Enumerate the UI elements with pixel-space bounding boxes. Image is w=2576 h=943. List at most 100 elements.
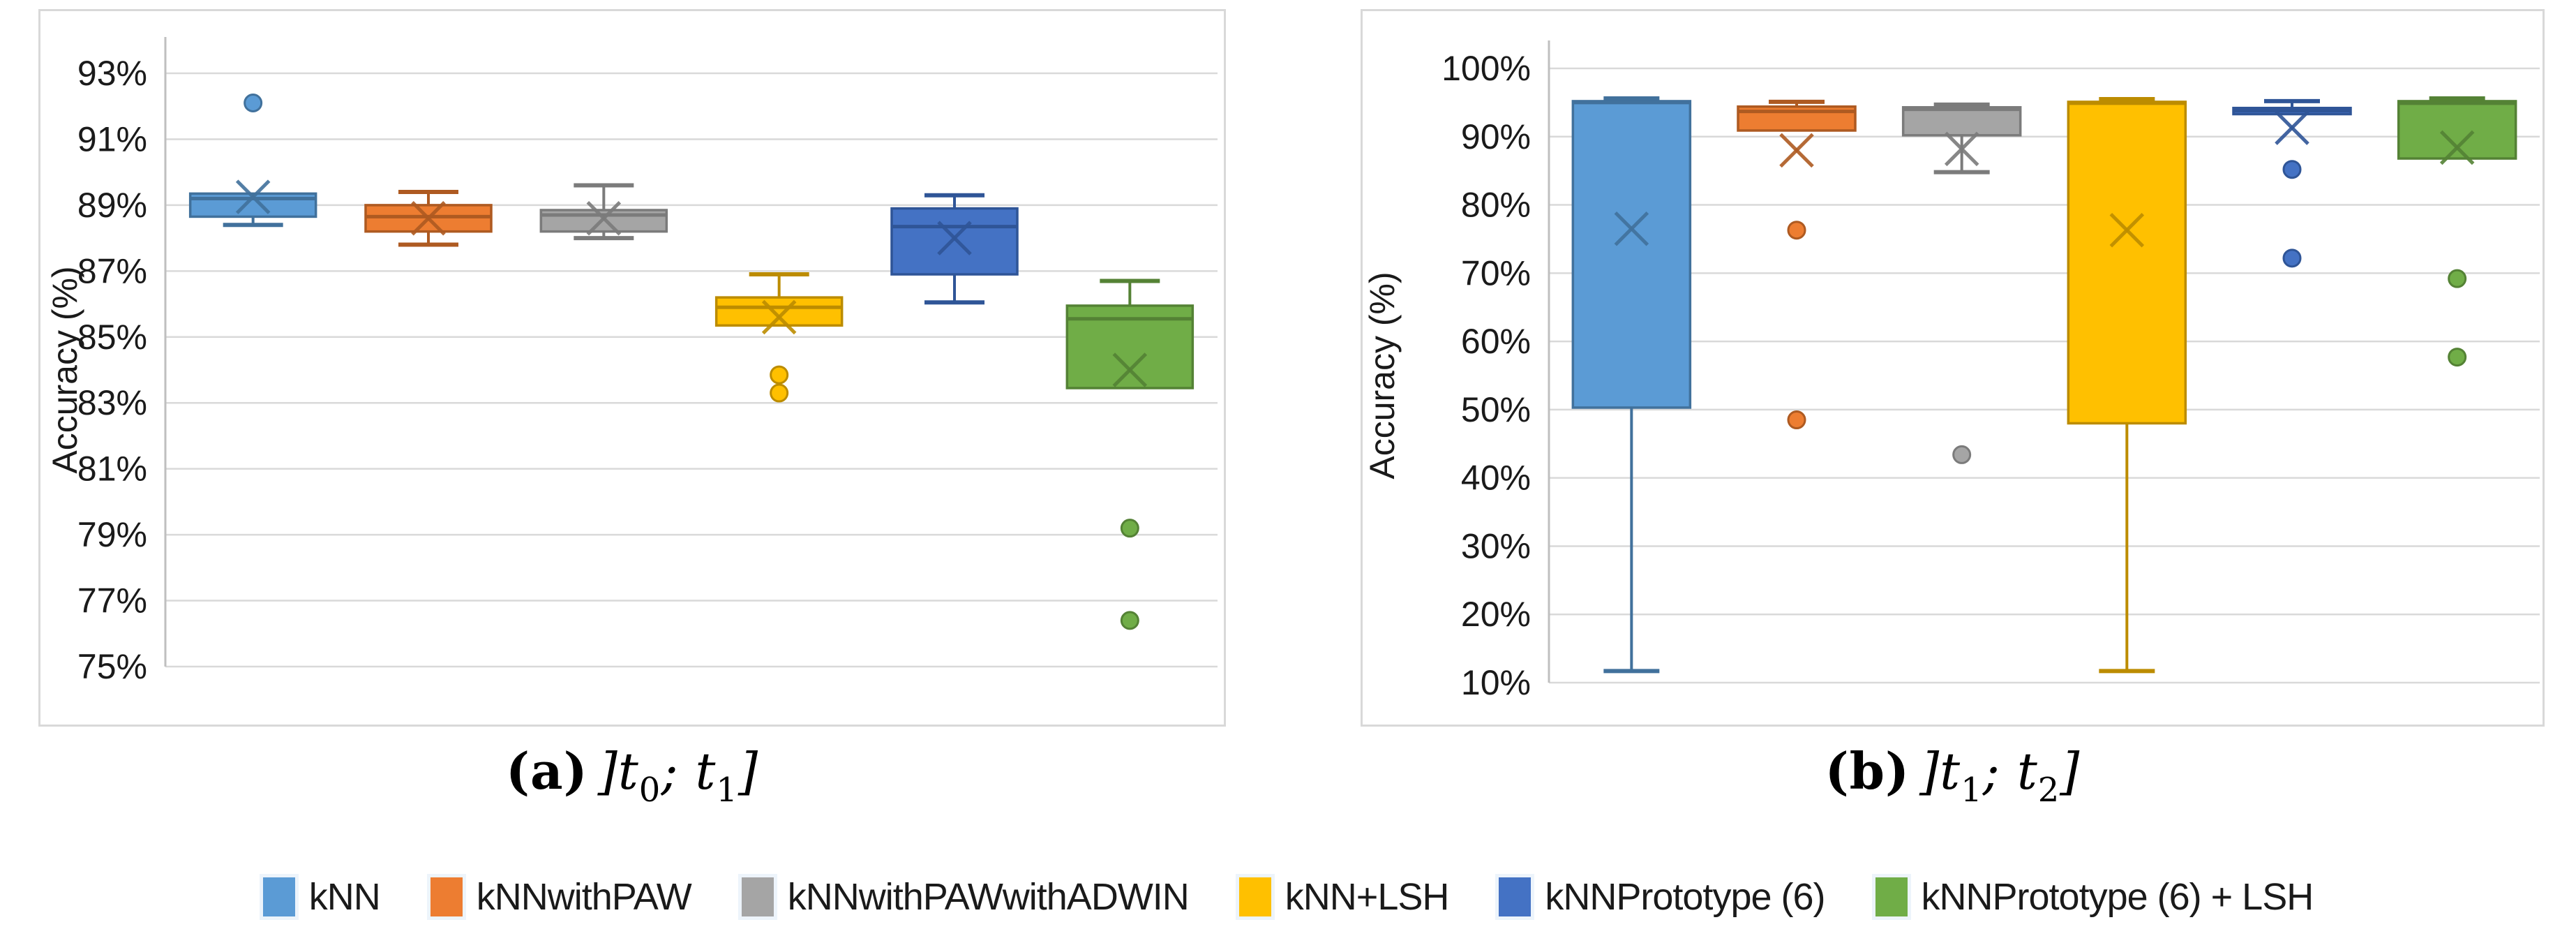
y-axis-title: Accuracy (%) (1363, 272, 1402, 479)
caption-b-sub2: 2 (2037, 771, 2060, 810)
y-tick-label-87: 87% (77, 251, 147, 290)
y-tick-label-91: 91% (77, 119, 147, 158)
mean-x-marker (235, 179, 271, 214)
box-series-kNN+LSH (714, 272, 844, 403)
caption-a-sub1: 0 (638, 771, 661, 810)
mean-x-marker (411, 201, 446, 236)
legend-swatch-icon (1875, 877, 1908, 916)
legend-label: kNNPrototype (6) + LSH (1921, 876, 2314, 918)
iqr-box (2067, 101, 2187, 425)
legend-swatch-icon (741, 877, 774, 916)
boxplot-chart-b: 100% 90% 80% 70% 60% 50% 40% 30% 20% 10% Accuracy … (1361, 9, 2545, 727)
outlier-point (2448, 348, 2467, 367)
legend-label: kNNPrototype (6) (1545, 876, 1825, 918)
y-tick-label-93: 93% (77, 54, 147, 93)
legend-item-kNNwithPAW: kNNwithPAW (430, 875, 692, 919)
caption-a-interval: ]t0; t1] (597, 742, 759, 807)
caption-b-mid: ; t (1982, 742, 2038, 801)
mean-x-marker (586, 201, 622, 236)
y-tick-label-30: 30% (1461, 526, 1531, 565)
y-tick-label-83: 83% (77, 383, 147, 422)
mean-x-marker (1614, 211, 1649, 246)
box-series-kNNPrototype (6) (2232, 98, 2352, 268)
legend-item-kNNPrototype-6-: kNNPrototype (6) (1499, 875, 1826, 919)
box-series-kNN+LSH (2067, 97, 2187, 674)
legend-swatch-icon (1238, 877, 1271, 916)
y-tick-label-50: 50% (1461, 390, 1531, 429)
caption-b-interval: ]t1; t2] (1919, 742, 2081, 807)
legend-item-kNNPrototype-6-+-LSH: kNNPrototype (6) + LSH (1875, 875, 2314, 919)
mean-x-marker (2275, 110, 2309, 145)
caption-b-open: ]t (1919, 742, 1961, 801)
legend-item-kNN+LSH: kNN+LSH (1238, 875, 1450, 919)
y-tick-label-89: 89% (77, 186, 147, 225)
y-tick-label-80: 80% (1461, 186, 1531, 225)
outlier-point (1787, 410, 1806, 430)
mean-x-marker (2439, 130, 2475, 165)
y-tick-label-77: 77% (77, 581, 147, 621)
y-tick-label-81: 81% (77, 450, 147, 489)
legend-label: kNN (308, 876, 381, 918)
mean-x-marker (761, 299, 797, 335)
iqr-box (714, 296, 844, 327)
outlier-point (244, 94, 263, 112)
caption-a-mid: ; t (661, 742, 717, 801)
legend-item-kNN: kNN (262, 875, 381, 919)
box-series-kNN (188, 94, 317, 228)
chart-legend: kNN kNNwithPAW kNNwithPAWwithADWIN kNN+LSH k… (0, 866, 2576, 928)
caption-b: (b)]t1; t2] (1361, 741, 2545, 807)
caption-a-close: ] (737, 742, 759, 801)
outlier-point (770, 383, 789, 403)
legend-label: kNNwithPAWwithADWIN (787, 876, 1190, 918)
outlier-point (1120, 519, 1139, 538)
caption-b-label: (b) (1825, 741, 1910, 801)
box-series-kNNwithPAWwithADWIN (539, 183, 668, 241)
box-series-kNNPrototype (6) + LSH (2397, 96, 2517, 367)
y-tick-label-20: 20% (1461, 595, 1531, 634)
caption-a-label: (a) (505, 741, 588, 801)
box-series-kNNPrototype (6) + LSH (1065, 279, 1195, 630)
legend-swatch-icon (430, 877, 463, 916)
iqr-box (890, 207, 1019, 276)
caption-a-open: ]t (597, 742, 639, 801)
caption-a-sub2: 1 (716, 771, 738, 810)
y-tick-label-10: 10% (1461, 663, 1531, 702)
box-series-kNNwithPAW (1737, 99, 1857, 430)
caption-b-sub1: 1 (1961, 771, 1983, 810)
outlier-point (1120, 611, 1139, 630)
iqr-box (1901, 105, 2022, 137)
y-tick-label-79: 79% (77, 515, 147, 554)
outlier-point (2282, 248, 2302, 268)
outlier-point (2282, 160, 2302, 179)
y-tick-label-70: 70% (1461, 253, 1531, 292)
legend-label: kNN+LSH (1285, 876, 1450, 918)
mean-x-marker (1779, 133, 1814, 168)
y-tick-label-75: 75% (77, 647, 147, 686)
legend-swatch-icon (1499, 877, 1532, 916)
caption-a: (a)]t0; t1] (38, 741, 1226, 807)
mean-x-marker (1112, 352, 1148, 387)
y-tick-label-100: 100% (1441, 49, 1531, 88)
box-series-kNN (1571, 96, 1692, 674)
outlier-point (2448, 269, 2467, 288)
y-tick-label-60: 60% (1461, 322, 1531, 361)
mean-x-marker (937, 221, 972, 255)
legend-label: kNNwithPAW (476, 876, 692, 918)
box-series-kNNwithPAW (364, 190, 493, 247)
outlier-point (770, 365, 789, 385)
mean-x-marker (2109, 212, 2145, 248)
y-tick-label-40: 40% (1461, 459, 1531, 498)
legend-swatch-icon (262, 877, 295, 916)
legend-item-kNNwithPAWwithADWIN: kNNwithPAWwithADWIN (741, 875, 1190, 919)
boxplot-chart-a: 93% 91% 89% 87% 85% 83% 81% 79% 77% 75% Accuracy (… (38, 9, 1226, 727)
outlier-point (1787, 221, 1806, 240)
outlier-point (1952, 445, 1972, 464)
caption-b-close: ] (2060, 742, 2081, 801)
iqr-box (1571, 100, 1692, 409)
box-series-kNNPrototype (6) (890, 193, 1019, 305)
chart-panel-border (38, 9, 1226, 727)
mean-x-marker (1944, 131, 1979, 167)
y-tick-label-90: 90% (1461, 117, 1531, 156)
box-series-kNNwithPAWwithADWIN (1901, 102, 2022, 464)
